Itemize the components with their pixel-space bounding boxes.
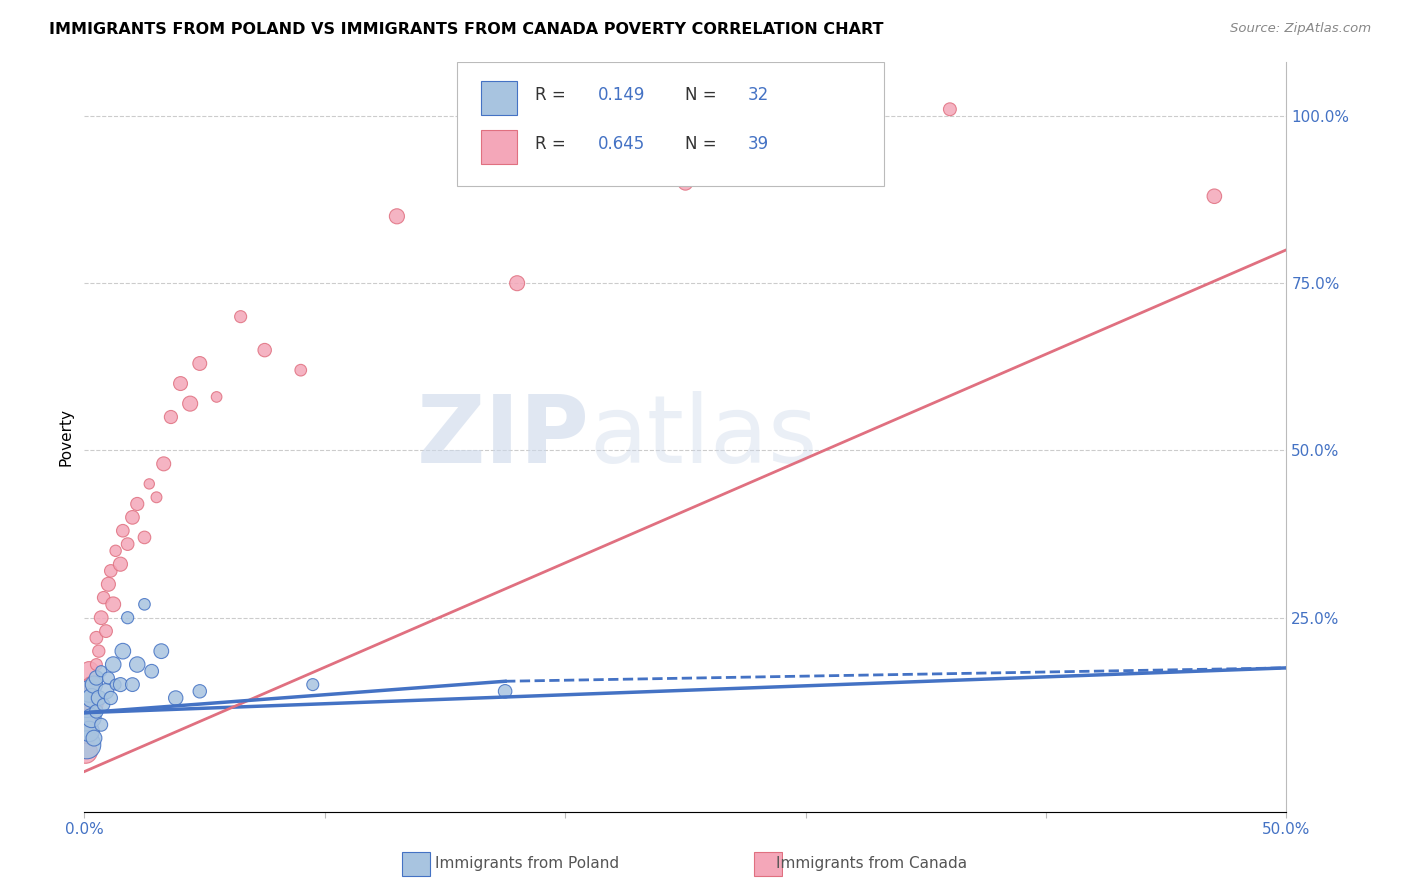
Point	[87, 644, 110, 658]
Point	[150, 644, 173, 658]
Point	[179, 397, 201, 411]
Point	[188, 684, 211, 698]
Text: atlas: atlas	[589, 391, 817, 483]
Point	[86, 671, 108, 685]
Point	[1204, 189, 1226, 203]
Bar	[481, 130, 517, 164]
Point	[111, 524, 134, 538]
Point	[103, 598, 125, 612]
FancyBboxPatch shape	[457, 62, 884, 186]
Point	[188, 357, 211, 371]
Point	[76, 738, 98, 752]
Point	[97, 577, 120, 591]
Text: 0.645: 0.645	[598, 135, 645, 153]
Text: Immigrants from Canada: Immigrants from Canada	[776, 856, 967, 871]
Text: IMMIGRANTS FROM POLAND VS IMMIGRANTS FROM CANADA POVERTY CORRELATION CHART: IMMIGRANTS FROM POLAND VS IMMIGRANTS FRO…	[49, 22, 884, 37]
Point	[152, 457, 174, 471]
Y-axis label: Poverty: Poverty	[58, 408, 73, 467]
Point	[80, 678, 103, 692]
Point	[86, 705, 108, 719]
Point	[506, 277, 529, 291]
Point	[80, 711, 103, 725]
Point	[75, 717, 97, 731]
Point	[83, 698, 105, 712]
Text: R =: R =	[536, 135, 571, 153]
Text: Source: ZipAtlas.com: Source: ZipAtlas.com	[1230, 22, 1371, 36]
Point	[117, 537, 139, 551]
Point	[97, 671, 120, 685]
Point	[939, 103, 962, 117]
Point	[117, 611, 139, 625]
Point	[77, 724, 100, 739]
Point	[134, 530, 156, 544]
Point	[675, 176, 697, 190]
Text: N =: N =	[686, 86, 723, 103]
Point	[93, 698, 115, 712]
Point	[110, 557, 132, 572]
Point	[77, 711, 100, 725]
Point	[111, 644, 134, 658]
Text: 0.149: 0.149	[598, 86, 645, 103]
Point	[83, 678, 105, 692]
Point	[104, 678, 127, 692]
Text: N =: N =	[686, 135, 723, 153]
Point	[160, 410, 183, 425]
Point	[87, 690, 110, 705]
Text: Immigrants from Poland: Immigrants from Poland	[436, 856, 619, 871]
Point	[77, 684, 100, 698]
Point	[494, 684, 516, 698]
Text: R =: R =	[536, 86, 571, 103]
Point	[121, 510, 143, 524]
Text: 39: 39	[748, 135, 769, 153]
Point	[76, 724, 98, 739]
Point	[127, 657, 149, 672]
Point	[94, 684, 117, 698]
Point	[90, 664, 112, 679]
Point	[141, 664, 163, 679]
Point	[100, 564, 122, 578]
Point	[94, 624, 117, 639]
Point	[90, 611, 112, 625]
Point	[77, 664, 100, 679]
Point	[165, 690, 187, 705]
Point	[93, 591, 115, 605]
Point	[86, 657, 108, 672]
Text: ZIP: ZIP	[416, 391, 589, 483]
Point	[385, 210, 408, 224]
Point	[138, 477, 160, 491]
Point	[103, 657, 125, 672]
Point	[80, 690, 103, 705]
Point	[76, 698, 98, 712]
Point	[205, 390, 228, 404]
Point	[90, 717, 112, 731]
Point	[110, 678, 132, 692]
Point	[301, 678, 323, 692]
Point	[75, 744, 97, 758]
Point	[229, 310, 252, 324]
Point	[104, 544, 127, 558]
Point	[253, 343, 276, 358]
Point	[127, 497, 149, 511]
Point	[100, 690, 122, 705]
Point	[290, 363, 312, 377]
Point	[86, 631, 108, 645]
Point	[169, 376, 191, 391]
Point	[134, 598, 156, 612]
Bar	[481, 81, 517, 114]
Point	[121, 678, 143, 692]
Point	[145, 491, 167, 505]
Text: 32: 32	[748, 86, 769, 103]
Point	[83, 731, 105, 746]
Point	[76, 690, 98, 705]
